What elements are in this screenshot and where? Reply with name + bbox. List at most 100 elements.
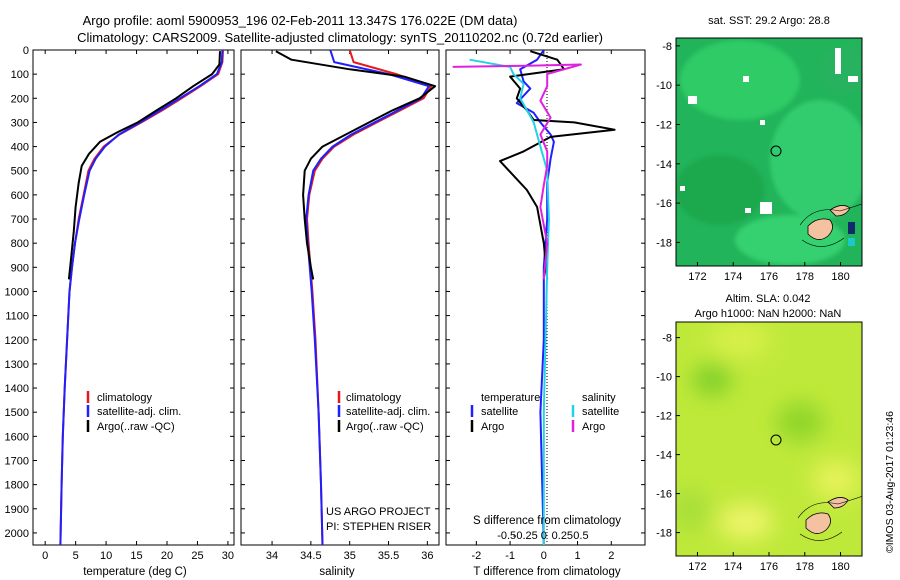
difference-plot-frame (445, 49, 646, 546)
sst-missing-pixels (680, 48, 858, 214)
map-y-tick-label: -14 (656, 159, 672, 171)
figure-title-line1: Argo profile: aoml 5900953_196 02-Feb-20… (83, 13, 518, 28)
y-tick-label: 1000 (5, 286, 29, 298)
salinity-xlabel: salinity (319, 566, 354, 578)
y-tick-label: 1600 (5, 431, 29, 443)
y-tick-label: 0 (23, 45, 29, 57)
legend-climatology-label: climatology (346, 392, 402, 404)
difference-x2label: S difference from climatology (473, 515, 621, 527)
y-tick-label: 1300 (5, 359, 29, 371)
series-line-t-argo (499, 50, 616, 280)
difference-xlabel: T difference from climatology (473, 566, 620, 578)
legend-satellite-label: satellite-adj. clim. (346, 406, 430, 418)
sla-low (676, 488, 710, 532)
map-y-tick-label: -12 (656, 119, 672, 131)
map-x-tick-label: 174 (724, 561, 742, 573)
legend-salinity-heading: salinity (582, 392, 616, 404)
y-tick-label: 500 (11, 166, 29, 178)
map-y-tick-label: -12 (656, 411, 672, 423)
sst-warm-patch (680, 40, 800, 120)
reef-contour (797, 495, 862, 541)
x-tick-label: 34 (266, 550, 278, 562)
map-x-tick-label: 172 (688, 271, 706, 283)
x-tick-label: 0 (42, 550, 48, 562)
series-line-argo (275, 50, 437, 280)
sst-cool-patch (676, 155, 765, 225)
sst-map-panel: sat. SST: 29.2 Argo: 28.8 (656, 15, 863, 283)
y-tick-label: 700 (11, 214, 29, 226)
difference-legend-salinity: salinity satellite Argo (571, 392, 619, 433)
sla-map-title1: Altim. SLA: 0.042 (726, 293, 811, 305)
map-y-tick-label: -18 (656, 528, 672, 540)
map-y-tick-label: -16 (656, 198, 672, 210)
project-credit: US ARGO PROJECT (326, 506, 431, 518)
legend-satellite-label: satellite-adj. clim. (97, 406, 181, 418)
legend-argo-label: Argo(..raw -QC) (346, 421, 424, 433)
x-tick-label: 25 (191, 550, 203, 562)
map-y-tick-label: -10 (656, 372, 672, 384)
map-x-tick-label: 176 (760, 271, 778, 283)
land-fiji (827, 497, 849, 509)
y-tick-label: 900 (11, 262, 29, 274)
salinity-legend: climatology satellite-adj. clim. Argo(..… (337, 391, 430, 433)
map-x-tick-label: 180 (831, 561, 849, 573)
sst-hot-pixel (848, 238, 855, 246)
float-location-marker (770, 434, 782, 446)
y-tick-label: 400 (11, 142, 29, 154)
reef-contour (799, 203, 862, 247)
map-y-tick-label: -16 (656, 489, 672, 501)
sst-hot-pixel (848, 222, 855, 234)
map-y-tick-label: -18 (656, 237, 672, 249)
x-tick-label: 34.5 (300, 550, 321, 562)
sst-warm-patch (770, 100, 862, 220)
x2-tick-label: -0.5 (497, 530, 516, 542)
salinity-plot-frame (240, 49, 440, 546)
difference-panel: -2 -1 0 1 2 T difference from climatology S … (445, 49, 646, 578)
temperature-legend: climatology satellite-adj. clim. Argo(..… (86, 391, 181, 433)
x-tick-label: 15 (130, 550, 142, 562)
temperature-panel: 0100200300400500600700800900100011001200… (5, 45, 235, 578)
y-tick-label: 300 (11, 117, 29, 129)
x-tick-label: 35.5 (378, 550, 399, 562)
pi-credit: PI: STEPHEN RISER (326, 521, 431, 533)
x-tick-label: 30 (222, 550, 234, 562)
x-tick-label: 35 (344, 550, 356, 562)
x-tick-label: -2 (471, 550, 481, 562)
x-tick-label: 10 (100, 550, 112, 562)
x-tick-label: 5 (73, 550, 79, 562)
y-tick-label: 800 (11, 238, 29, 250)
float-location-marker (770, 145, 782, 157)
map-x-tick-label: 178 (796, 271, 814, 283)
y-tick-label: 1700 (5, 455, 29, 467)
legend-argo-label: Argo(..raw -QC) (97, 421, 175, 433)
y-tick-label: 1400 (5, 383, 29, 395)
y-tick-label: 1100 (5, 311, 29, 323)
map-x-tick-label: 172 (688, 561, 706, 573)
map-x-tick-label: 180 (831, 271, 849, 283)
map-y-tick-label: -10 (656, 80, 672, 92)
series-line-satellite (59, 50, 224, 545)
x-tick-label: -1 (505, 550, 515, 562)
x-tick-label: 0 (541, 550, 547, 562)
map-y-tick-label: -14 (656, 450, 672, 462)
sla-high (718, 504, 774, 540)
x-tick-label: 36 (421, 550, 433, 562)
legend-temperature-heading: temperature (481, 392, 540, 404)
x2-tick-label: -0.25 (513, 530, 538, 542)
legend-s-argo-label: Argo (582, 421, 605, 433)
x2-tick-label: 0.5 (573, 530, 588, 542)
legend-climatology-label: climatology (97, 392, 153, 404)
x-tick-label: 1 (574, 550, 580, 562)
sst-map-title: sat. SST: 29.2 Argo: 28.8 (708, 15, 830, 27)
sla-high (692, 364, 732, 396)
series-line-t-satellite (515, 50, 555, 545)
temperature-xlabel: temperature (deg C) (83, 566, 187, 578)
series-line-s-satellite (469, 58, 550, 545)
difference-legend-temperature: temperature satellite Argo (470, 392, 540, 433)
sla-high (776, 402, 824, 442)
sst-cool-patch (820, 45, 862, 95)
x2-tick-label: 0.25 (552, 530, 573, 542)
y-tick-label: 1200 (5, 335, 29, 347)
y-tick-label: 1900 (5, 504, 29, 516)
map-x-tick-label: 178 (796, 561, 814, 573)
